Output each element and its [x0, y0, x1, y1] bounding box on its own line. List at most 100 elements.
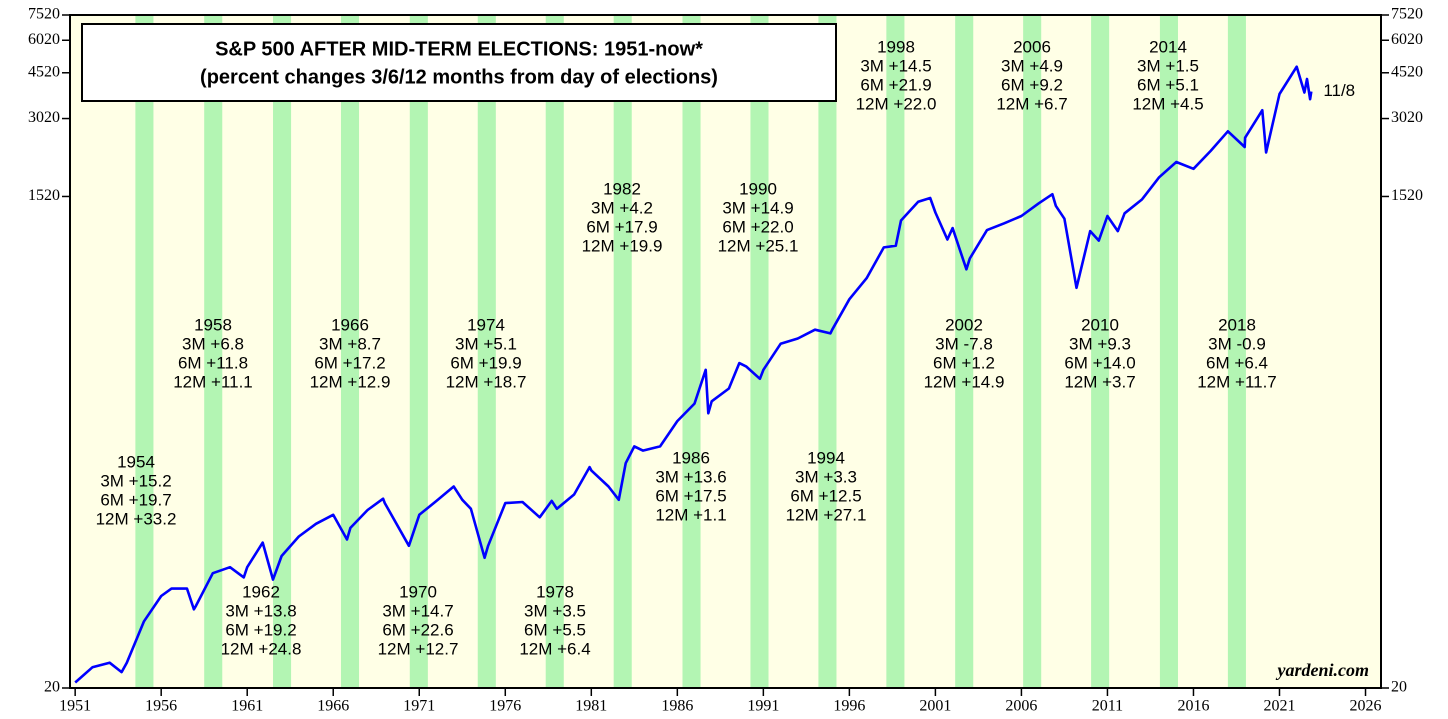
y-tick-label: 3020 [28, 109, 60, 126]
election-band [1091, 15, 1110, 688]
x-tick-label: 1976 [489, 698, 521, 715]
annotation-line: 3M +4.9 [1001, 56, 1063, 75]
annotation-line: 3M +14.5 [860, 56, 931, 75]
annotation-year: 1954 [117, 452, 155, 471]
annotation-line: 6M +1.2 [933, 353, 995, 372]
plot [62, 14, 1389, 696]
annotation-line: 6M +9.2 [1001, 75, 1063, 94]
annotation-line: 3M +13.8 [225, 601, 296, 620]
annotation-line: 6M +22.0 [722, 217, 793, 236]
y-tick-label: 1520 [28, 187, 60, 204]
chart-title: (percent changes 3/6/12 months from day … [200, 66, 718, 88]
x-tick-label: 1951 [59, 698, 91, 715]
annotation-line: 6M +17.2 [314, 353, 385, 372]
annotation-year: 2010 [1081, 315, 1119, 334]
election-band [1023, 15, 1042, 688]
annotation-line: 6M +17.9 [586, 217, 657, 236]
annotation-line: 12M +33.2 [96, 509, 177, 528]
annotation-year: 2006 [1013, 37, 1051, 56]
sp500-line [74, 65, 1313, 684]
x-tick-label: 2016 [1177, 698, 1209, 715]
election-band [1159, 15, 1178, 688]
end-label: 11/8 [1323, 81, 1355, 100]
title-box [81, 23, 837, 102]
annotation-line: 6M +19.7 [100, 490, 171, 509]
annotation-year: 1986 [672, 448, 710, 467]
x-tick-label: 2026 [1350, 698, 1382, 715]
annotation-year: 1982 [603, 179, 641, 198]
election-band [682, 15, 701, 688]
election-band [409, 15, 428, 688]
y-tick-label: 7520 [1391, 6, 1423, 23]
annotation-line: 6M +21.9 [860, 75, 931, 94]
annotation-line: 12M +6.4 [519, 639, 590, 658]
y-tick-label: 20 [1391, 679, 1407, 696]
annotation-line: 3M -0.9 [1208, 334, 1266, 353]
annotation-line: 12M +11.7 [1197, 372, 1277, 391]
annotation-line: 6M +11.8 [178, 353, 248, 372]
x-tick-label: 1956 [145, 698, 177, 715]
election-band [818, 15, 837, 688]
annotation-year: 1958 [194, 315, 232, 334]
annotation-year: 1978 [536, 582, 574, 601]
plot-frame [69, 14, 1382, 689]
annotation-year: 1962 [242, 582, 280, 601]
annotation-line: 12M +4.5 [1132, 94, 1203, 113]
annotation-line: 6M +5.1 [1137, 75, 1199, 94]
annotation-line: 12M +18.7 [446, 372, 527, 391]
annotation-line: 12M +1.1 [655, 505, 726, 524]
annotation-line: 6M +6.4 [1206, 353, 1268, 372]
x-tick-label: 1966 [317, 698, 349, 715]
shaded-bands [135, 15, 1246, 688]
election-band [1227, 15, 1246, 688]
election-band [135, 15, 154, 688]
chart-title: S&P 500 AFTER MID-TERM ELECTIONS: 1951-n… [215, 38, 703, 60]
annotation-line: 3M -7.8 [935, 334, 993, 353]
election-band [340, 15, 360, 688]
annotation-line: 12M +3.7 [1064, 372, 1135, 391]
annotation-year: 1970 [399, 582, 437, 601]
x-tick-label: 2006 [1005, 698, 1037, 715]
annotation-line: 3M +1.5 [1137, 56, 1199, 75]
annotation-year: 2014 [1149, 37, 1187, 56]
annotation-line: 12M +6.7 [996, 94, 1067, 113]
y-tick-label: 1520 [1391, 187, 1423, 204]
election-band [955, 15, 974, 688]
x-tick-label: 2011 [1092, 698, 1123, 715]
annotation-line: 6M +5.5 [524, 620, 586, 639]
y-tick-label: 6020 [28, 31, 60, 48]
x-tick-label: 1981 [575, 698, 607, 715]
annotation-line: 6M +19.2 [225, 620, 296, 639]
x-tick-label: 1971 [403, 698, 435, 715]
annotation-line: 12M +14.9 [924, 372, 1005, 391]
x-tick-label: 1986 [661, 698, 693, 715]
annotation-line: 3M +6.8 [182, 334, 244, 353]
y-tick-label: 7520 [28, 6, 60, 23]
election-band [477, 15, 496, 688]
annotation-line: 3M +4.2 [591, 198, 653, 217]
annotation-line: 3M +14.7 [382, 601, 453, 620]
election-band [750, 15, 769, 688]
annotation-line: 6M +12.5 [790, 486, 861, 505]
y-tick-label: 6020 [1391, 31, 1423, 48]
source: yardeni.com [1276, 660, 1370, 680]
annotation-line: 12M +24.8 [221, 639, 302, 658]
y-tick-label: 4520 [1391, 63, 1423, 80]
annotation-line: 6M +19.9 [450, 353, 521, 372]
y-tick-label: 4520 [28, 63, 60, 80]
election-band [273, 15, 292, 688]
annotation-line: 12M +12.7 [378, 639, 459, 658]
annotation-line: 3M +3.3 [795, 467, 857, 486]
x-tick-label: 2001 [919, 698, 951, 715]
annotation-line: 6M +17.5 [655, 486, 726, 505]
annotation-line: 12M +12.9 [310, 372, 391, 391]
annotation-line: 6M +14.0 [1064, 353, 1135, 372]
election-band [613, 15, 632, 688]
annotation-year: 1994 [807, 448, 845, 467]
annotation-year: 1990 [739, 179, 777, 198]
annotation-year: 1998 [877, 37, 915, 56]
election-band [886, 15, 905, 688]
labels: 20 20 1520 1520 3020 3020 4520 4520 6020 6020 7520… [28, 6, 1423, 715]
annotation-line: 12M +19.9 [582, 236, 663, 255]
